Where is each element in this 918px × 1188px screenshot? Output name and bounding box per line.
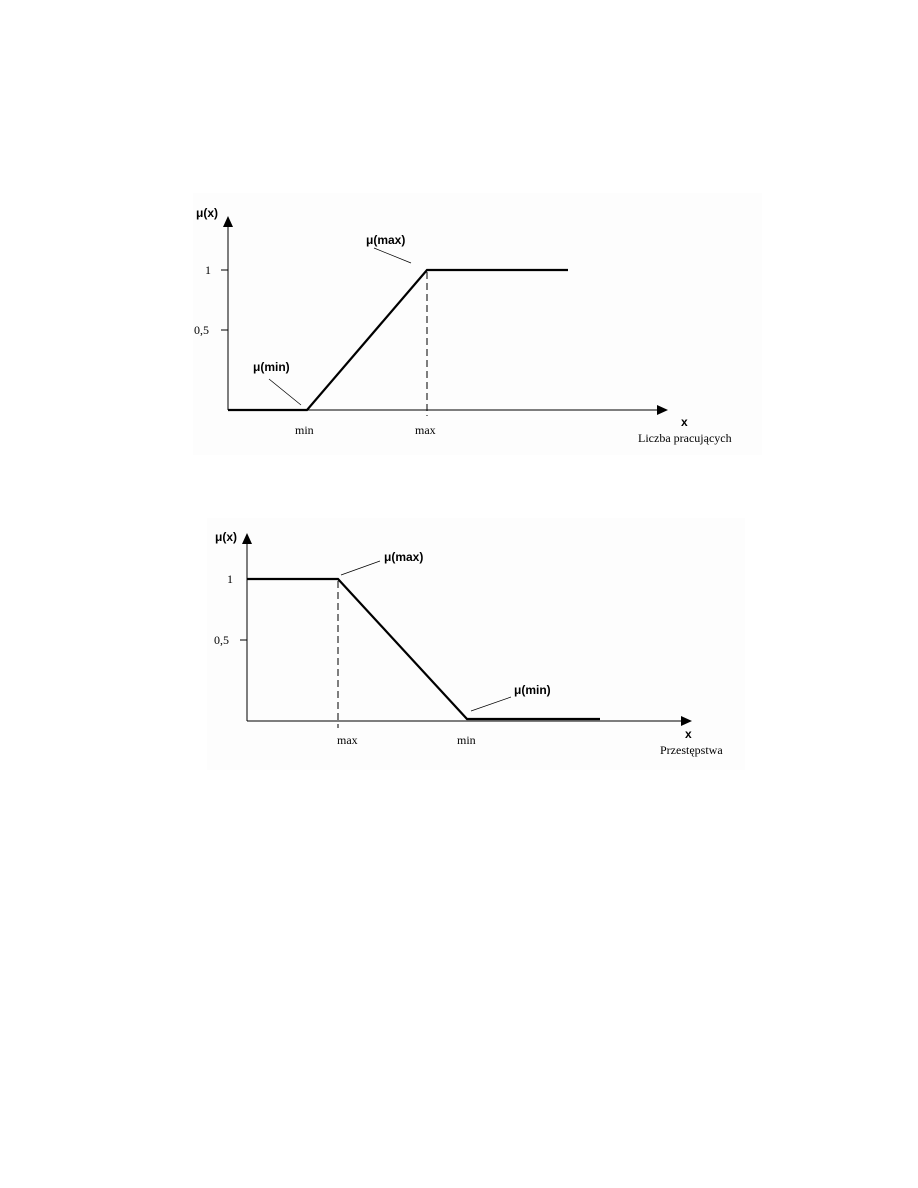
annotation-mu-min: μ(min) (253, 360, 290, 374)
chart-background (207, 518, 745, 770)
annotation-mu-max: μ(max) (366, 233, 405, 247)
y-tick-label-1: 1 (205, 263, 211, 277)
y-tick-label-1: 1 (227, 572, 233, 586)
series-line (228, 268, 568, 412)
annotation-leader-min (470, 696, 512, 712)
annotation-leader-min (268, 378, 302, 406)
annotation-mu-min: μ(min) (514, 683, 551, 697)
y-tick-label-0-5: 0,5 (214, 633, 229, 647)
y-axis-arrow-icon (223, 216, 233, 227)
chart-crimes: μ(x) 1 0,5 μ(max) μ(min) max min x Przes… (207, 518, 745, 770)
y-axis-label: μ(x) (215, 530, 237, 544)
annotation-leader-max (373, 247, 412, 264)
y-axis-label: μ(x) (196, 206, 218, 220)
chart-employment: μ(x) 1 0,5 μ(min) μ(max) min max x Liczb… (193, 193, 762, 455)
x-axis-arrow-icon (657, 405, 668, 415)
y-tick-label-0-5: 0,5 (194, 323, 209, 337)
chart-background (193, 193, 762, 455)
x-tick-label-max: max (415, 423, 436, 437)
annotation-leader-max (340, 560, 381, 576)
annotation-mu-max: μ(max) (384, 550, 423, 564)
x-tick-label-max: max (337, 733, 358, 747)
x-tick-label-min: min (295, 423, 314, 437)
y-axis-arrow-icon (242, 533, 252, 544)
x-axis-symbol: x (685, 727, 692, 741)
x-axis-label: Liczba pracujących (638, 431, 732, 445)
series-line (247, 577, 600, 721)
x-axis-label: Przestępstwa (660, 743, 723, 757)
x-axis-arrow-icon (681, 716, 692, 726)
x-tick-label-min: min (457, 733, 476, 747)
x-axis-symbol: x (681, 415, 688, 429)
